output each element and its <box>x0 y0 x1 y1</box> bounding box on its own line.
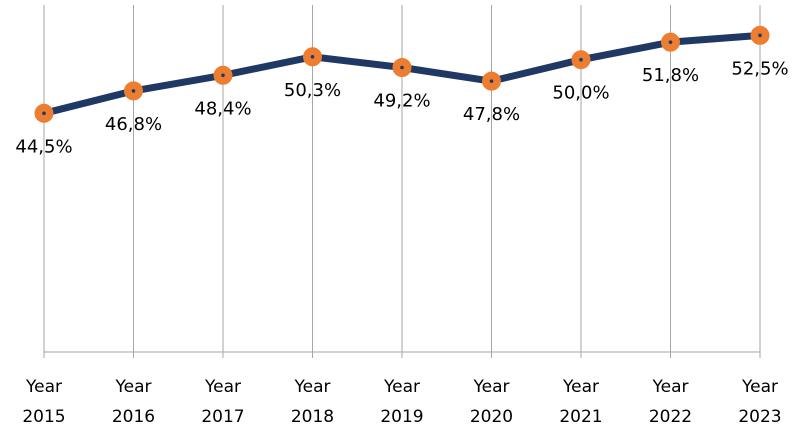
marker-dot <box>758 33 762 38</box>
x-tick-label: Year 2021 <box>559 377 602 427</box>
data-label: 49,2% <box>373 91 430 112</box>
x-tick-label: Year 2020 <box>470 377 513 427</box>
x-tick-label: Year 2023 <box>738 377 781 427</box>
marker-dot <box>42 111 46 116</box>
x-tick-label: Year 2019 <box>380 377 423 427</box>
marker-dot <box>131 89 136 93</box>
marker-dot <box>400 65 404 70</box>
x-tick-label: Year 2017 <box>201 377 244 427</box>
data-label: 48,4% <box>194 98 251 119</box>
data-label: 47,8% <box>463 104 520 125</box>
x-tick-label: Year 2022 <box>649 377 692 427</box>
data-label: 44,5% <box>15 136 72 157</box>
data-label: 51,8% <box>642 65 699 86</box>
x-tick-label: Year 2018 <box>291 377 334 427</box>
data-label: 50,3% <box>284 80 341 101</box>
x-tick-label: Year 2016 <box>112 377 155 427</box>
x-tick-label: Year 2015 <box>22 377 65 427</box>
marker-dot <box>489 79 494 83</box>
data-label: 50,0% <box>552 83 609 104</box>
marker-dot <box>221 73 225 78</box>
marker-dot <box>310 54 315 59</box>
data-label: 52,5% <box>731 58 788 79</box>
marker-dot <box>668 40 673 44</box>
data-label: 46,8% <box>105 114 162 135</box>
marker-dot <box>579 57 583 62</box>
